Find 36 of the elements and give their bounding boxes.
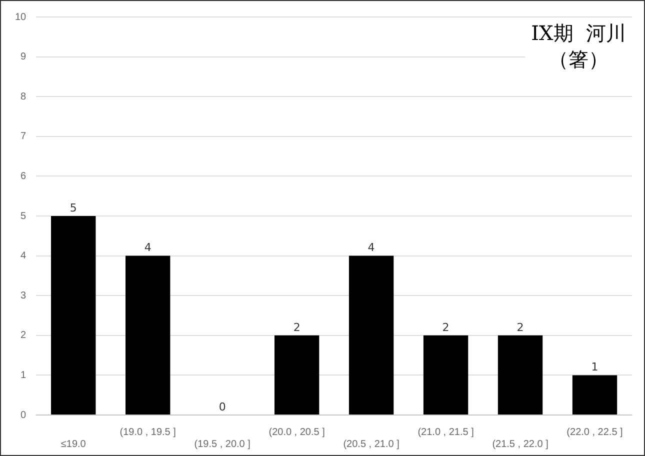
bar [126, 256, 170, 414]
y-tick-label: 2 [20, 330, 27, 342]
data-label: 2 [293, 320, 300, 334]
x-tick-label: (19.0 , 19.5 ] [120, 426, 176, 438]
annotation: IX期 河川 [531, 21, 626, 46]
y-tick-label: 10 [15, 12, 27, 23]
y-tick-label: 9 [20, 52, 27, 63]
data-label: 0 [218, 400, 226, 414]
bar [51, 216, 96, 414]
bar [348, 256, 394, 414]
y-tick-label: 0 [20, 410, 27, 421]
data-label: 1 [591, 360, 598, 374]
x-tick-label: (20.0 , 20.5 ] [268, 426, 326, 438]
x-tick-label: (19.5 , 20.0 ] [194, 438, 251, 450]
y-tick-label: 5 [20, 210, 27, 222]
y-tick-label: 7 [20, 131, 27, 142]
y-tick-label: 8 [20, 91, 27, 102]
x-tick-label: (21.5 , 22.0 ] [492, 438, 549, 450]
bar [572, 375, 618, 414]
x-tick-label: (21.0 , 21.5 ] [418, 426, 474, 438]
bar [423, 335, 468, 414]
x-tick-label: (20.5 , 21.0 ] [343, 438, 400, 450]
data-label: 2 [442, 320, 450, 334]
y-tick-label: 4 [20, 250, 27, 262]
annotation: （箸） [548, 47, 609, 72]
data-label: 5 [70, 201, 77, 214]
x-tick-label: (22.0 , 22.5 ] [566, 426, 624, 438]
x-tick-label: ≤19.0 [60, 438, 86, 450]
data-label: 4 [368, 241, 375, 254]
y-tick-label: 1 [20, 370, 27, 381]
data-label: 4 [144, 241, 152, 254]
y-tick-label: 6 [20, 170, 27, 182]
data-label: 2 [516, 320, 524, 334]
y-tick-label: 3 [20, 290, 27, 302]
bar [498, 335, 543, 414]
bar [274, 335, 320, 414]
